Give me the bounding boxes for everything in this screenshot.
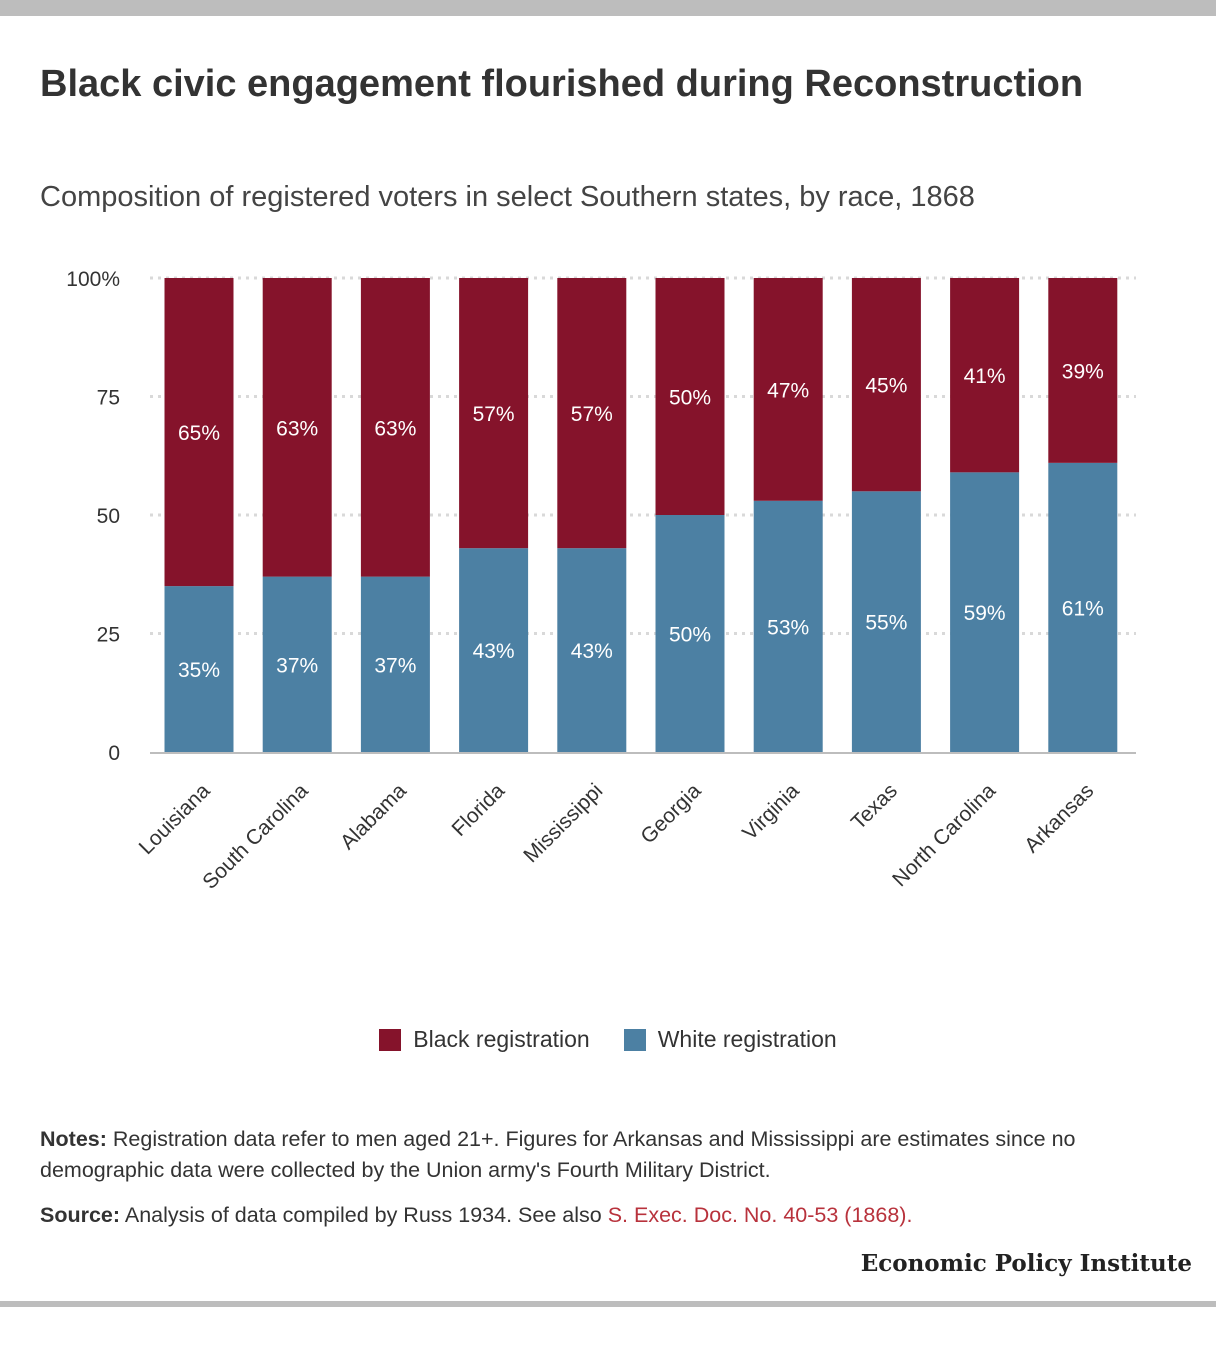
x-tick-label: Mississippi [519, 779, 607, 867]
chart-subtitle: Composition of registered voters in sele… [40, 181, 975, 213]
x-tick-label: South Carolina [198, 779, 313, 894]
x-tick-label: Arkansas [1020, 779, 1098, 857]
bar-black-segment [950, 278, 1020, 473]
data-label-black: 45% [865, 375, 907, 398]
bar-white-segment [1048, 462, 1118, 752]
x-tick-label: Texas [847, 779, 902, 834]
chart-legend: Black registration White registration [0, 1026, 1216, 1053]
data-label-black: 57% [473, 403, 515, 426]
data-label-white: 59% [964, 602, 1006, 625]
legend-item-black: Black registration [379, 1026, 590, 1053]
y-tick-label: 50 [97, 505, 120, 528]
x-tick-label: Georgia [636, 779, 705, 848]
y-tick-label: 100% [66, 268, 120, 291]
data-label-white: 43% [473, 640, 515, 663]
legend-swatch-white [623, 1028, 646, 1051]
data-label-black: 63% [276, 417, 318, 440]
bar-white-segment [360, 576, 430, 752]
bar-black-segment [851, 278, 921, 492]
data-label-white: 35% [178, 659, 220, 682]
data-label-white: 61% [1062, 597, 1104, 620]
bar-black-segment [164, 278, 234, 587]
bar-white-segment [459, 548, 529, 752]
notes-label: Notes: [40, 1127, 107, 1151]
bar-white-segment [557, 548, 627, 752]
legend-item-white: White registration [623, 1026, 837, 1053]
data-label-black: 41% [964, 365, 1006, 388]
bar-black-segment [655, 278, 725, 515]
bar-black-segment [459, 278, 529, 549]
bar-white-segment [164, 586, 234, 752]
data-label-white: 43% [571, 640, 613, 663]
y-tick-label: 25 [97, 624, 120, 647]
bar-black-segment [1048, 278, 1118, 463]
data-label-white: 37% [374, 654, 416, 677]
data-label-black: 47% [767, 379, 809, 402]
bar-white-segment [851, 491, 921, 752]
x-tick-label: Louisiana [135, 779, 215, 859]
y-tick-label: 0 [108, 742, 120, 765]
data-label-white: 55% [865, 612, 907, 635]
bar-black-segment [262, 278, 332, 577]
data-label-white: 50% [669, 624, 711, 647]
stacked-bar-chart: 0 25 50 75 100% 35% 65% Louisiana 37% 63% South Ca… [66, 268, 1136, 894]
x-tick-label: Florida [447, 779, 509, 841]
x-tick-label: Virginia [738, 779, 804, 845]
x-tick-label: Alabama [336, 779, 411, 854]
data-label-black: 65% [178, 422, 220, 445]
data-label-black: 50% [669, 387, 711, 410]
x-tick-label: North Carolina [888, 779, 1000, 891]
bottom-rule [0, 1301, 1216, 1307]
data-label-black: 57% [571, 403, 613, 426]
chart-title: Black civic engagement flourished during… [40, 63, 1084, 105]
y-tick-label: 75 [97, 387, 120, 410]
chart-source: Source: Analysis of data compiled by Rus… [40, 1200, 1180, 1231]
legend-label-black: Black registration [413, 1026, 590, 1052]
bar-white-segment [753, 500, 823, 752]
legend-swatch-black [379, 1028, 402, 1051]
chart-notes: Notes: Registration data refer to men ag… [40, 1124, 1180, 1186]
bar-white-segment [262, 576, 332, 752]
top-rule [0, 0, 1216, 16]
source-label: Source: [40, 1203, 121, 1227]
legend-label-white: White registration [657, 1026, 837, 1052]
bar-white-segment [950, 472, 1020, 752]
bar-white-segment [655, 515, 725, 752]
data-label-white: 37% [276, 654, 318, 677]
data-label-black: 39% [1062, 360, 1104, 383]
bar-black-segment [360, 278, 430, 577]
notes-text: Registration data refer to men aged 21+.… [40, 1127, 1076, 1182]
data-label-black: 63% [374, 417, 416, 440]
source-link[interactable]: S. Exec. Doc. No. 40-53 (1868). [607, 1203, 913, 1227]
bar-black-segment [557, 278, 627, 549]
brand-logo-text: Economic Policy Institute [860, 1250, 1192, 1277]
source-text: Analysis of data compiled by Russ 1934. … [120, 1203, 608, 1227]
bar-black-segment [753, 278, 823, 501]
data-label-white: 53% [767, 616, 809, 639]
